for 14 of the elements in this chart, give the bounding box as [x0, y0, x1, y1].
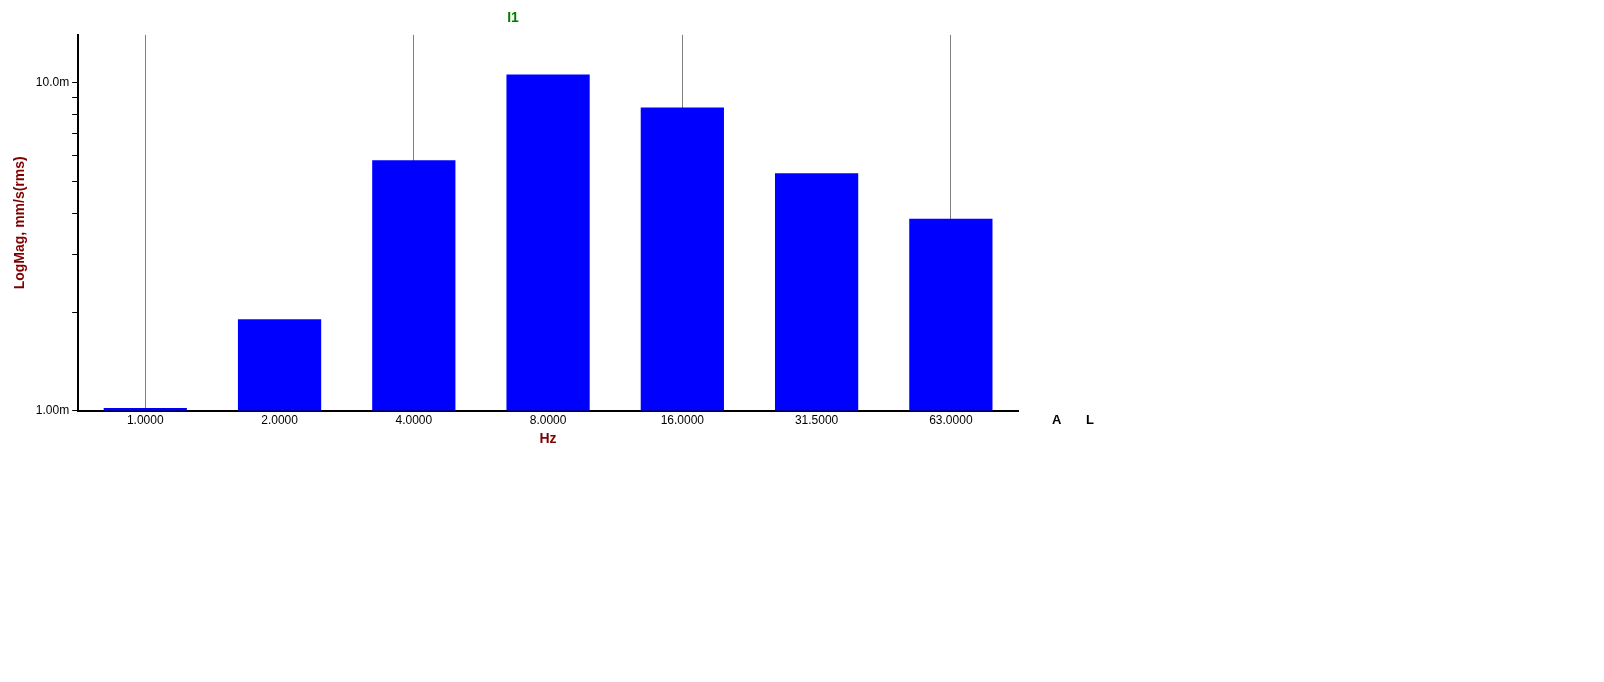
y-axis-title: LogMag, mm/s(rms) [11, 156, 28, 290]
x-tick-label: 2.0000 [261, 413, 299, 428]
x-tick-label: 8.0000 [529, 413, 567, 428]
x-tick-label: 4.0000 [395, 413, 433, 428]
text: L [1086, 411, 1094, 427]
x-tick-label: 16.0000 [660, 413, 705, 428]
text: A [1052, 411, 1062, 427]
x-tick-label: 63.0000 [929, 413, 973, 428]
chart-title: I1 [507, 9, 520, 26]
x-axis-title: Hz [539, 430, 557, 447]
y-tick-label: 1.00m [35, 403, 70, 418]
x-tick-label: 1.0000 [126, 413, 164, 428]
y-tick-label: 10.0m [35, 75, 70, 90]
x-tick-label: 31.5000 [794, 413, 839, 428]
